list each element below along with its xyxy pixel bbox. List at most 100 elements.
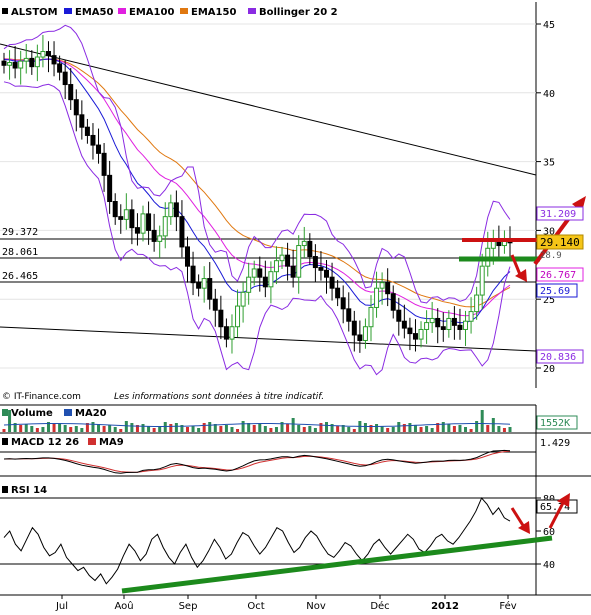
volume-bar <box>174 423 178 432</box>
volume-bar <box>475 421 479 432</box>
volume-bar <box>102 426 106 432</box>
candle-body <box>329 276 335 289</box>
candle-body <box>251 268 257 278</box>
candle-body <box>96 144 102 154</box>
macd-ma-legend: MA9 <box>99 437 124 448</box>
candle-body <box>429 317 435 324</box>
x-tick-label: Aoû <box>114 600 133 612</box>
rsi-tick-label: 60 <box>543 527 555 538</box>
candle-body <box>223 326 229 340</box>
price-tick-label: 45 <box>543 20 555 31</box>
candle-body <box>446 317 452 330</box>
volume-bar <box>197 428 201 432</box>
candle-body <box>279 254 285 262</box>
candle-body <box>201 278 207 289</box>
volume-bar <box>152 428 156 432</box>
volume-bar <box>2 429 6 432</box>
ema150-line <box>3 58 511 308</box>
volume-bar <box>135 425 139 432</box>
volume-bar <box>280 422 284 432</box>
volume-bar <box>408 423 412 432</box>
volume-bar <box>491 418 495 432</box>
rsi-panel: 406080 RSI 14 65.74 <box>0 476 591 596</box>
volume-bar <box>258 424 262 432</box>
candle-body <box>307 240 313 258</box>
volume-bar <box>313 428 317 432</box>
volume-bar <box>230 427 234 432</box>
candle-body <box>68 84 74 101</box>
candle-body <box>196 282 202 289</box>
volume-value: 1552K <box>540 418 570 429</box>
rsi-line <box>3 497 511 585</box>
volume-bar <box>247 423 251 432</box>
volume-bar <box>236 429 240 432</box>
candle-body <box>151 229 157 242</box>
candle-body <box>468 311 474 322</box>
candle-body <box>107 174 113 203</box>
volume-bar <box>35 428 39 432</box>
candle-body <box>290 265 296 278</box>
volume-bar <box>286 424 290 432</box>
volume-bar <box>502 428 506 432</box>
level-label-2: 28.061 <box>2 247 38 258</box>
candle-body <box>262 276 268 288</box>
candle-body <box>324 269 330 278</box>
volume-bar <box>185 427 189 432</box>
x-tick-label: Nov <box>306 601 326 612</box>
volume-bars <box>2 410 512 432</box>
candle-body <box>346 308 352 322</box>
volume-bar <box>219 426 223 432</box>
volume-bar <box>46 422 50 432</box>
last-price-value: 29.140 <box>540 236 580 249</box>
candle-body <box>435 317 441 328</box>
volume-bar <box>52 424 56 432</box>
volume-bar <box>91 422 95 432</box>
volume-bar <box>113 427 117 432</box>
ema100-line <box>3 58 511 317</box>
price-alt-value: 28.9 <box>540 251 562 261</box>
rsi-legend: RSI 14 <box>11 485 47 496</box>
bollinger-lower-line <box>3 81 511 376</box>
volume-bar <box>397 422 401 432</box>
candle-body <box>40 51 46 58</box>
x-tick-label: Oct <box>247 601 264 612</box>
x-tick-label: 2012 <box>431 601 459 612</box>
volume-bar <box>74 426 78 432</box>
legend-ema100: EMA100 <box>129 7 174 18</box>
candle-body <box>390 293 396 311</box>
candle-body <box>268 271 274 288</box>
volume-bar <box>386 428 390 432</box>
volume-bar <box>108 425 112 432</box>
volume-bar <box>480 410 484 432</box>
price-tick-label: 35 <box>543 158 555 169</box>
candle-body <box>229 326 235 340</box>
legend-bollinger: Bollinger 20 2 <box>259 7 338 18</box>
volume-bar <box>363 423 367 432</box>
macd-main-line <box>3 449 511 474</box>
boll-upper-value: 31.209 <box>540 209 576 220</box>
volume-bar <box>58 423 62 432</box>
candle-body <box>123 209 129 220</box>
candle-body <box>112 201 118 218</box>
volume-bar <box>464 427 468 432</box>
volume-bar <box>497 426 501 432</box>
price-legend: ALSTOM EMA50 EMA100 EMA150 Bollinger 20 … <box>2 7 338 18</box>
rsi-red-arrow-down-icon <box>510 507 530 534</box>
volume-bar <box>308 426 312 432</box>
candle-body <box>18 60 24 69</box>
volume-bar <box>402 424 406 432</box>
bollinger-upper-line <box>3 24 511 304</box>
candle-body <box>312 256 318 269</box>
candle-body <box>51 55 57 65</box>
volume-bar <box>147 426 151 432</box>
x-axis: Jul Aoû Sep Oct Nov Déc 2012 Fév <box>55 595 517 612</box>
x-tick-label: Jul <box>55 601 68 612</box>
rsi-red-arrow-up-icon <box>548 493 570 529</box>
candle-body <box>146 213 152 231</box>
volume-bar <box>208 422 212 432</box>
candle-body <box>73 99 79 116</box>
candle-body <box>246 276 252 293</box>
volume-bar <box>158 427 162 432</box>
volume-bar <box>419 427 423 432</box>
candle-body <box>184 246 190 267</box>
